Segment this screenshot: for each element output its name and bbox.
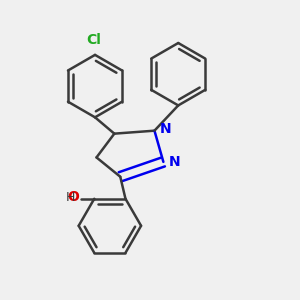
Text: Cl: Cl	[86, 34, 101, 47]
Text: N: N	[169, 155, 180, 169]
Text: H: H	[66, 191, 75, 204]
Text: O: O	[68, 190, 80, 204]
Text: N: N	[160, 122, 171, 136]
